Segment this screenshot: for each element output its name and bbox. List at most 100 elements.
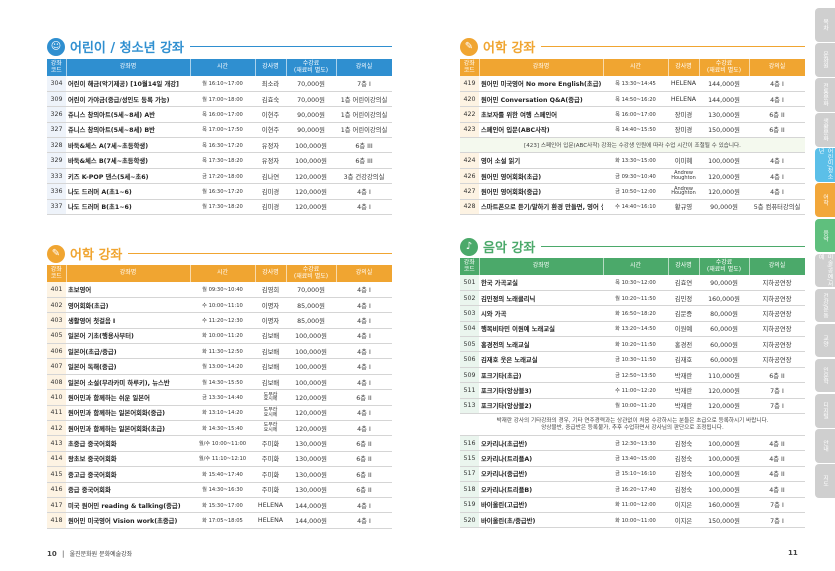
course-time-cell: 화 13:20~14:50 — [603, 321, 668, 338]
course-code-cell: 414 — [47, 451, 66, 468]
course-code-cell: 424 — [460, 152, 479, 169]
course-fee-cell: 150,000원 — [699, 512, 749, 529]
course-name-cell: 어린이 가야금(중급/성인도 등록 가능) — [66, 91, 190, 108]
side-tab[interactable]: 디지털 — [815, 394, 835, 428]
course-code-cell: 333 — [47, 168, 66, 185]
course-code-cell: 401 — [47, 282, 66, 298]
course-name-cell: 원어민 영어회화(초급) — [479, 168, 603, 185]
course-name-cell: 스마트폰으로 듣기/말하기 환경 만들면, 영어 실력 쑥쑥! — [479, 199, 603, 216]
course-fee-cell: 90,000원 — [286, 106, 336, 123]
course-code-cell: 309 — [47, 91, 66, 108]
instructor-cell: 유정자 — [255, 152, 286, 169]
instructor-cell: 박재란 — [668, 382, 699, 399]
classroom-cell: 4층 II — [749, 481, 805, 498]
classroom-cell: 3층 건강강의실 — [336, 168, 392, 185]
table-row: 337 나도 드러머 B(초1~6) 월 17:30~18:20 김미경 120,000… — [47, 199, 392, 216]
classroom-cell: 4층 I — [749, 152, 805, 169]
column-header: 시간 — [190, 265, 256, 282]
column-header: 시간 — [603, 59, 669, 76]
course-name-cell: 일본어 독해(중급) — [66, 358, 190, 375]
course-name-cell: 포크기타(초급) — [479, 367, 603, 384]
course-time-cell: 목 16:00~17:00 — [603, 106, 668, 123]
course-name-cell: 초중급 중국어회화 — [66, 435, 190, 452]
side-tab[interactable]: 전통문화 — [815, 78, 835, 112]
course-fee-cell: 144,000원 — [699, 91, 749, 108]
course-time-cell: 금 13:30~14:40 — [190, 389, 255, 406]
course-name-cell: 쥬니스 창의아트(5세~8세) A반 — [66, 106, 190, 123]
course-code-cell: 326 — [47, 106, 66, 123]
column-header: 시간 — [190, 59, 256, 76]
table-row: 413 초중급 중국어회화 월/수 10:00~11:00 주미화 130,000원 6층… — [47, 435, 392, 452]
side-tab[interactable]: 미술/공예/서예 — [815, 253, 835, 288]
side-tab[interactable]: 교양 — [815, 323, 835, 358]
classroom-cell: 1층 어린이강의실 — [336, 122, 392, 139]
course-name-cell: 쥬니스 창의아트(5세~8세) B반 — [66, 122, 190, 139]
course-fee-cell: 100,000원 — [699, 435, 749, 452]
course-name-cell: 원어민과 함께하는 일본어회화(초급) — [66, 420, 190, 437]
instructor-cell: HELENA — [255, 497, 286, 514]
course-name-cell: 김재호 웃은 노래교실 — [479, 351, 603, 368]
side-tab[interactable]: 목차 — [815, 8, 835, 42]
course-time-cell: 화 11:30~12:50 — [190, 343, 255, 360]
course-time-cell: 화 16:50~18:20 — [603, 305, 668, 322]
course-time-cell: 금 13:40~15:00 — [603, 450, 668, 467]
side-tab[interactable]: 지도 — [815, 464, 835, 498]
table-row: 418 원어민 미국영어 Vision work(초중급) 화 17:05~18:0… — [47, 512, 392, 529]
classroom-cell: 5층 컴퓨터강의실 — [749, 199, 805, 216]
course-time-cell: 월 16:10~17:00 — [190, 76, 255, 92]
column-header: 강좌명 — [479, 258, 604, 275]
side-tab[interactable]: 음악 — [815, 218, 835, 253]
side-tab[interactable]: 건강/운동 — [815, 288, 835, 323]
instructor-cell: 김보배 — [255, 374, 286, 391]
course-name-cell: 원어민과 함께하는 쉬운 일본어 — [66, 389, 190, 406]
course-code-cell: 418 — [47, 512, 66, 529]
left-page: ☺ 어린이 / 청소년 강좌 강좌 코드 강좌명 시간 강사명 수강료 (재료비 별도) 강의… — [47, 37, 393, 558]
classroom-cell: 4층 I — [336, 328, 392, 345]
side-tab[interactable]: 인문학 — [815, 358, 835, 393]
course-code-cell: 410 — [47, 389, 66, 406]
table-row: 506 김재호 웃은 노래교실 금 10:30~11:50 김재호 60,000원 지하공… — [460, 351, 805, 368]
course-name-cell: 나도 드러머 A(초1~6) — [66, 183, 190, 200]
classroom-cell: 6층 III — [336, 137, 392, 154]
side-tab[interactable]: 생활문화 — [815, 113, 835, 147]
page-number: 10 — [47, 550, 57, 558]
course-name-cell: 바이올린(초/중급반) — [479, 512, 603, 529]
instructor-cell: 주미화 — [255, 482, 286, 498]
course-name-cell: 초보영어 — [66, 282, 190, 298]
side-tab[interactable]: 문화원 — [815, 43, 835, 77]
course-fee-cell: 144,000원 — [699, 76, 749, 92]
instructor-cell: 장미경 — [668, 106, 699, 123]
table-row: 412 원어민과 함께하는 일본어회화(초급) 화 14:30~15:40 도무라 요시… — [47, 420, 392, 437]
instructor-cell: 박재란 — [668, 398, 699, 415]
course-fee-cell: 70,000원 — [286, 76, 336, 92]
table-row: 407 일본어 독해(중급) 월 13:00~14:20 김보배 100,000원 4층 … — [47, 358, 392, 375]
course-code-cell: 328 — [47, 137, 66, 154]
instructor-cell: 주미화 — [255, 435, 286, 452]
table-row: 503 시와 가곡 화 16:50~18:20 김문증 80,000원 지하공연장 — [460, 305, 805, 322]
table-row: 504 행복비타민 이원예 노래교실 화 13:20~14:50 이원예 60,000원… — [460, 321, 805, 338]
course-name-cell: 오카리나(트리플A) — [479, 450, 603, 467]
table-row: 420 원어민 Conversation Q&A(중급) 목 14:50~16:20… — [460, 91, 805, 108]
course-fee-cell: 110,000원 — [699, 367, 749, 384]
column-header: 강의실 — [749, 59, 806, 76]
org-name: 울진문화원 문화예술강좌 — [69, 551, 133, 558]
course-name-cell: 오카리나(초급반) — [479, 435, 603, 452]
side-tab[interactable]: 어린이/청소년 — [815, 148, 835, 182]
side-tab[interactable]: 안내 — [815, 429, 835, 463]
table-row: 410 원어민과 함께하는 쉬운 일본어 금 13:30~14:40 도무라 요시에 12… — [47, 389, 392, 406]
instructor-cell: 홍경전 — [668, 336, 699, 353]
table-row: 501 한국 가곡교실 목 10:30~12:00 김효연 90,000원 지하공연장 — [460, 275, 805, 291]
course-name-cell: 한국 가곡교실 — [479, 275, 603, 291]
instructor-cell: 이현주 — [255, 122, 286, 139]
course-code-cell: 520 — [460, 512, 479, 529]
side-tab[interactable]: 어학 — [815, 183, 835, 217]
side-tabs: 목차 문화원 전통문화 생활문화 어린이/청소년 어학 음악 미술/공예/서예 건강/운동 교양 인… — [815, 8, 835, 499]
course-fee-cell: 120,000원 — [286, 420, 336, 437]
course-fee-cell: 70,000원 — [286, 91, 336, 108]
table-row: 427 원어민 영어회화(중급) 금 10:50~12:00 Andrew Hought… — [460, 183, 805, 200]
course-time-cell: 월/수 10:00~11:00 — [190, 435, 255, 452]
course-code-cell: 427 — [460, 183, 479, 200]
instructor-cell: Andrew Houghton — [668, 183, 699, 200]
classroom-cell: 7층 I — [749, 497, 805, 513]
classroom-cell: 4층 I — [336, 297, 392, 314]
